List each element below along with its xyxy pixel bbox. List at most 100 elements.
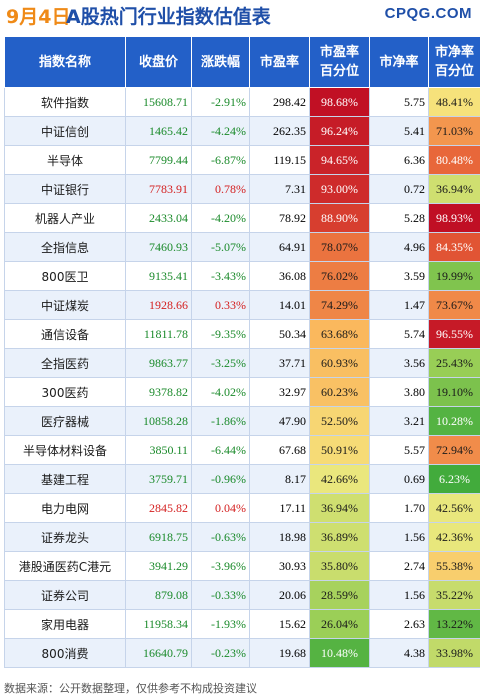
pb-percentile-cell: 13.22% xyxy=(428,609,480,639)
pb-percentile-cell: 73.67% xyxy=(428,290,480,320)
change-cell: -3.96% xyxy=(191,551,250,581)
pb-percentile-cell: 36.94% xyxy=(428,174,480,204)
index-name-cell: 半导体 xyxy=(4,145,126,175)
change-cell: 0.78% xyxy=(191,174,250,204)
change-cell: -0.96% xyxy=(191,464,250,494)
col-header-close: 收盘价 xyxy=(125,36,192,88)
index-name-cell: 港股通医药C港元 xyxy=(4,551,126,581)
pe-cell: 14.01 xyxy=(249,290,310,320)
pb-percentile-cell: 48.41% xyxy=(428,87,480,117)
pb-cell: 1.56 xyxy=(369,522,429,552)
pb-percentile-cell: 33.98% xyxy=(428,638,480,668)
pb-percentile-cell: 35.22% xyxy=(428,580,480,610)
pe-cell: 298.42 xyxy=(249,87,310,117)
close-price-cell: 9135.41 xyxy=(125,261,192,291)
table-row: 电力电网 2845.82 0.04% 17.11 36.94% 1.70 42.56% xyxy=(4,493,480,523)
change-cell: -5.07% xyxy=(191,232,250,262)
pb-percentile-cell: 55.38% xyxy=(428,551,480,581)
brand-logo: CPQG.COM xyxy=(384,5,472,22)
pe-cell: 18.98 xyxy=(249,522,310,552)
change-cell: -0.23% xyxy=(191,638,250,668)
index-name-cell: 电力电网 xyxy=(4,493,126,523)
pb-cell: 0.69 xyxy=(369,464,429,494)
pb-cell: 3.21 xyxy=(369,406,429,436)
col-header-pe: 市盈率 xyxy=(249,36,310,88)
pe-cell: 7.31 xyxy=(249,174,310,204)
pe-percentile-cell: 94.65% xyxy=(309,145,370,175)
close-price-cell: 16640.79 xyxy=(125,638,192,668)
col-header-pe-percentile: 市盈率 百分位 xyxy=(309,36,370,88)
pe-cell: 30.93 xyxy=(249,551,310,581)
index-name-cell: 医疗器械 xyxy=(4,406,126,436)
index-name-cell: 中证信创 xyxy=(4,116,126,146)
pb-percentile-cell: 42.56% xyxy=(428,493,480,523)
close-price-cell: 3850.11 xyxy=(125,435,192,465)
index-name-cell: 全指医药 xyxy=(4,348,126,378)
pe-cell: 67.68 xyxy=(249,435,310,465)
close-price-cell: 2433.04 xyxy=(125,203,192,233)
change-cell: -1.86% xyxy=(191,406,250,436)
pe-cell: 37.71 xyxy=(249,348,310,378)
index-name-cell: 家用电器 xyxy=(4,609,126,639)
index-name-cell: 软件指数 xyxy=(4,87,126,117)
table-row: 中证银行 7783.91 0.78% 7.31 93.00% 0.72 36.94% xyxy=(4,174,480,204)
pb-cell: 3.59 xyxy=(369,261,429,291)
change-cell: -4.20% xyxy=(191,203,250,233)
header: 9月4日 A股热门行业指数估值表 CPQG.COM xyxy=(0,0,480,34)
change-cell: -4.02% xyxy=(191,377,250,407)
index-name-cell: 中证煤炭 xyxy=(4,290,126,320)
index-name-cell: 通信设备 xyxy=(4,319,126,349)
pb-percentile-cell: 98.93% xyxy=(428,203,480,233)
col-header-change: 涨跌幅 xyxy=(191,36,250,88)
pe-cell: 15.62 xyxy=(249,609,310,639)
pe-percentile-cell: 36.89% xyxy=(309,522,370,552)
pb-percentile-cell: 25.43% xyxy=(428,348,480,378)
table-header-row: 指数名称 收盘价 涨跌幅 市盈率 市盈率 百分位 市净率 市净率 百分位 xyxy=(4,36,480,88)
change-cell: -3.43% xyxy=(191,261,250,291)
close-price-cell: 9863.77 xyxy=(125,348,192,378)
pb-cell: 1.47 xyxy=(369,290,429,320)
pb-cell: 2.74 xyxy=(369,551,429,581)
close-price-cell: 1928.66 xyxy=(125,290,192,320)
table-row: 全指信息 7460.93 -5.07% 64.91 78.07% 4.96 84.35% xyxy=(4,232,480,262)
index-name-cell: 中证银行 xyxy=(4,174,126,204)
pe-percentile-cell: 35.80% xyxy=(309,551,370,581)
pb-percentile-cell: 71.03% xyxy=(428,116,480,146)
close-price-cell: 9378.82 xyxy=(125,377,192,407)
change-cell: -3.25% xyxy=(191,348,250,378)
pb-cell: 4.96 xyxy=(369,232,429,262)
change-cell: -1.93% xyxy=(191,609,250,639)
pb-cell: 2.63 xyxy=(369,609,429,639)
title-date: 9月4日 xyxy=(6,6,71,28)
pb-cell: 5.41 xyxy=(369,116,429,146)
pb-cell: 3.56 xyxy=(369,348,429,378)
table-body: 软件指数 15608.71 -2.91% 298.42 98.68% 5.75 48.41%… xyxy=(4,87,480,668)
table-row: 证券龙头 6918.75 -0.63% 18.98 36.89% 1.56 42.36% xyxy=(4,522,480,552)
close-price-cell: 7783.91 xyxy=(125,174,192,204)
pb-percentile-cell: 72.94% xyxy=(428,435,480,465)
pe-percentile-cell: 10.48% xyxy=(309,638,370,668)
pb-percentile-cell: 19.99% xyxy=(428,261,480,291)
col-header-pb: 市净率 xyxy=(369,36,429,88)
pb-cell: 0.72 xyxy=(369,174,429,204)
pb-cell: 5.57 xyxy=(369,435,429,465)
change-cell: -9.35% xyxy=(191,319,250,349)
close-price-cell: 1465.42 xyxy=(125,116,192,146)
table-row: 机器人产业 2433.04 -4.20% 78.92 88.90% 5.28 98.93% xyxy=(4,203,480,233)
pe-cell: 17.11 xyxy=(249,493,310,523)
pe-cell: 20.06 xyxy=(249,580,310,610)
change-cell: 0.04% xyxy=(191,493,250,523)
pb-percentile-cell: 10.28% xyxy=(428,406,480,436)
pe-cell: 78.92 xyxy=(249,203,310,233)
pe-cell: 32.97 xyxy=(249,377,310,407)
pe-percentile-cell: 60.93% xyxy=(309,348,370,378)
pe-cell: 8.17 xyxy=(249,464,310,494)
pe-cell: 262.35 xyxy=(249,116,310,146)
index-name-cell: 800医卫 xyxy=(4,261,126,291)
pe-percentile-cell: 36.94% xyxy=(309,493,370,523)
table-row: 港股通医药C港元 3941.29 -3.96% 30.93 35.80% 2.74 55.3… xyxy=(4,551,480,581)
close-price-cell: 15608.71 xyxy=(125,87,192,117)
page-title: A股热门行业指数估值表 xyxy=(66,6,271,28)
pe-percentile-cell: 96.24% xyxy=(309,116,370,146)
pe-cell: 19.68 xyxy=(249,638,310,668)
